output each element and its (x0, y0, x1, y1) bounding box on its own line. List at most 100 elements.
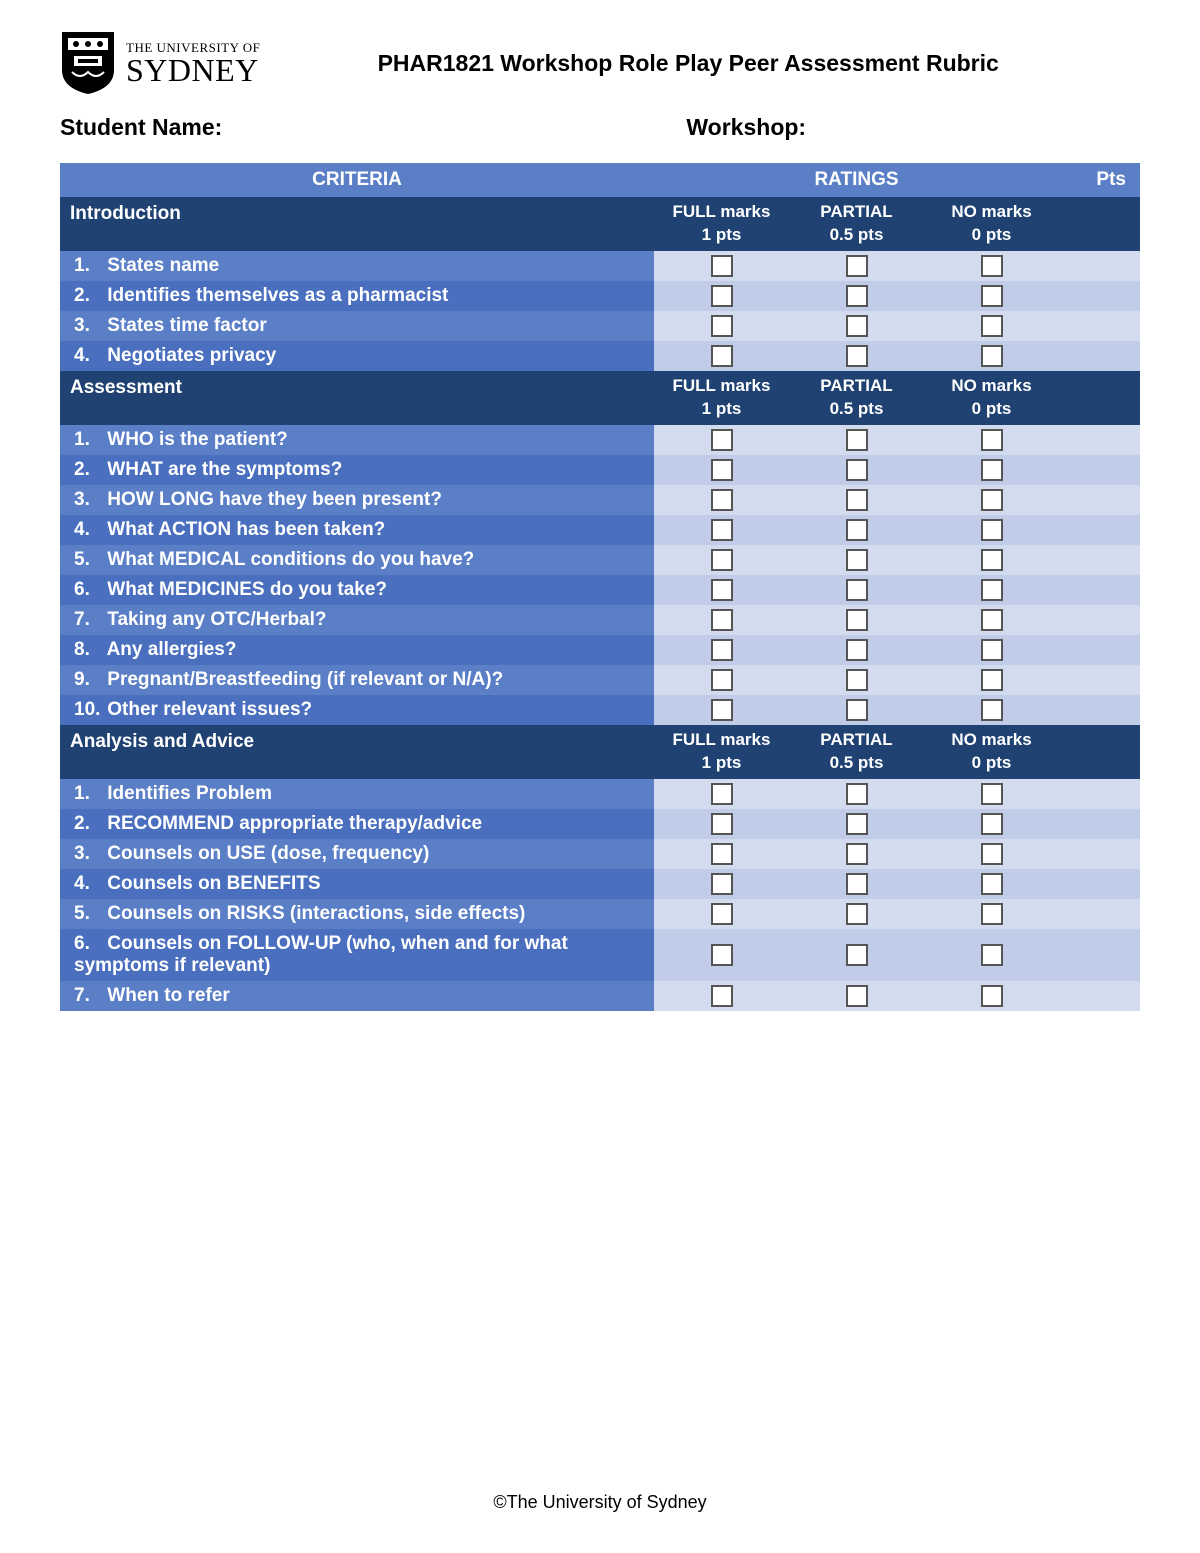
pts-cell (1059, 665, 1140, 695)
rating-checkbox[interactable] (846, 639, 868, 661)
rating-checkbox[interactable] (711, 459, 733, 481)
rating-cell (789, 695, 924, 725)
rating-none-header: NO marks0 pts (924, 725, 1059, 779)
rating-cell (789, 251, 924, 281)
criterion-cell: 4. Negotiates privacy (60, 341, 654, 371)
rating-checkbox[interactable] (846, 873, 868, 895)
rating-checkbox[interactable] (711, 669, 733, 691)
pts-cell (1059, 425, 1140, 455)
rating-cell (789, 981, 924, 1011)
rating-checkbox[interactable] (981, 609, 1003, 631)
rating-checkbox[interactable] (711, 843, 733, 865)
rating-checkbox[interactable] (711, 519, 733, 541)
rating-checkbox[interactable] (846, 519, 868, 541)
rating-checkbox[interactable] (711, 639, 733, 661)
rating-checkbox[interactable] (981, 429, 1003, 451)
rating-checkbox[interactable] (981, 345, 1003, 367)
rating-checkbox[interactable] (711, 699, 733, 721)
section-header-row: AssessmentFULL marks1 ptsPARTIAL0.5 ptsN… (60, 371, 1140, 425)
table-row: 10. Other relevant issues? (60, 695, 1140, 725)
rating-checkbox[interactable] (846, 669, 868, 691)
rating-checkbox[interactable] (846, 699, 868, 721)
rating-checkbox[interactable] (846, 315, 868, 337)
rating-checkbox[interactable] (846, 843, 868, 865)
rating-checkbox[interactable] (981, 255, 1003, 277)
workshop-label: Workshop: (686, 114, 1140, 141)
rating-checkbox[interactable] (981, 873, 1003, 895)
rating-checkbox[interactable] (711, 579, 733, 601)
rating-checkbox[interactable] (711, 285, 733, 307)
rating-checkbox[interactable] (846, 489, 868, 511)
rating-cell (789, 809, 924, 839)
rating-checkbox[interactable] (711, 255, 733, 277)
rating-cell (789, 311, 924, 341)
rating-checkbox[interactable] (711, 873, 733, 895)
rating-checkbox[interactable] (711, 549, 733, 571)
rating-cell (924, 809, 1059, 839)
rating-checkbox[interactable] (711, 813, 733, 835)
rating-checkbox[interactable] (846, 783, 868, 805)
rating-checkbox[interactable] (711, 944, 733, 966)
rating-checkbox[interactable] (981, 699, 1003, 721)
rating-cell (654, 635, 789, 665)
criterion-cell: 2. RECOMMEND appropriate therapy/advice (60, 809, 654, 839)
rating-checkbox[interactable] (981, 639, 1003, 661)
rating-checkbox[interactable] (981, 783, 1003, 805)
rating-checkbox[interactable] (981, 669, 1003, 691)
rating-checkbox[interactable] (981, 579, 1003, 601)
table-row: 7. When to refer (60, 981, 1140, 1011)
rating-checkbox[interactable] (846, 429, 868, 451)
rating-cell (924, 575, 1059, 605)
rating-cell (924, 545, 1059, 575)
university-logo-block: THE UNIVERSITY OF SYDNEY (60, 30, 260, 96)
rating-checkbox[interactable] (981, 944, 1003, 966)
student-name-label: Student Name: (60, 114, 686, 141)
rating-checkbox[interactable] (981, 459, 1003, 481)
rating-cell (789, 545, 924, 575)
rating-cell (654, 981, 789, 1011)
rating-checkbox[interactable] (846, 985, 868, 1007)
pts-cell (1059, 545, 1140, 575)
criterion-cell: 7. Taking any OTC/Herbal? (60, 605, 654, 635)
rating-checkbox[interactable] (711, 985, 733, 1007)
rating-checkbox[interactable] (846, 255, 868, 277)
rating-checkbox[interactable] (846, 579, 868, 601)
rating-checkbox[interactable] (846, 944, 868, 966)
rating-cell (654, 869, 789, 899)
rating-checkbox[interactable] (711, 609, 733, 631)
pts-cell (1059, 981, 1140, 1011)
rating-checkbox[interactable] (981, 315, 1003, 337)
table-row: 5. What MEDICAL conditions do you have? (60, 545, 1140, 575)
rating-checkbox[interactable] (711, 489, 733, 511)
rating-checkbox[interactable] (981, 519, 1003, 541)
pts-cell (1059, 869, 1140, 899)
rating-checkbox[interactable] (711, 429, 733, 451)
rating-checkbox[interactable] (981, 843, 1003, 865)
rating-checkbox[interactable] (981, 489, 1003, 511)
rating-checkbox[interactable] (711, 345, 733, 367)
rating-checkbox[interactable] (846, 903, 868, 925)
rating-checkbox[interactable] (711, 903, 733, 925)
rating-checkbox[interactable] (981, 813, 1003, 835)
rating-checkbox[interactable] (846, 813, 868, 835)
pts-cell (1059, 779, 1140, 809)
rating-checkbox[interactable] (711, 783, 733, 805)
rating-cell (654, 929, 789, 981)
rating-checkbox[interactable] (846, 459, 868, 481)
rating-checkbox[interactable] (981, 285, 1003, 307)
rating-checkbox[interactable] (846, 609, 868, 631)
rating-cell (789, 635, 924, 665)
rating-cell (789, 425, 924, 455)
rubric-table: CRITERIARATINGSPtsIntroductionFULL marks… (60, 163, 1140, 1011)
document-title: PHAR1821 Workshop Role Play Peer Assessm… (276, 50, 1140, 77)
rating-checkbox[interactable] (711, 315, 733, 337)
table-row: 1. States name (60, 251, 1140, 281)
rating-checkbox[interactable] (846, 345, 868, 367)
rating-checkbox[interactable] (981, 985, 1003, 1007)
rating-checkbox[interactable] (846, 285, 868, 307)
rating-cell (789, 869, 924, 899)
rating-cell (789, 929, 924, 981)
rating-checkbox[interactable] (846, 549, 868, 571)
rating-checkbox[interactable] (981, 903, 1003, 925)
rating-checkbox[interactable] (981, 549, 1003, 571)
